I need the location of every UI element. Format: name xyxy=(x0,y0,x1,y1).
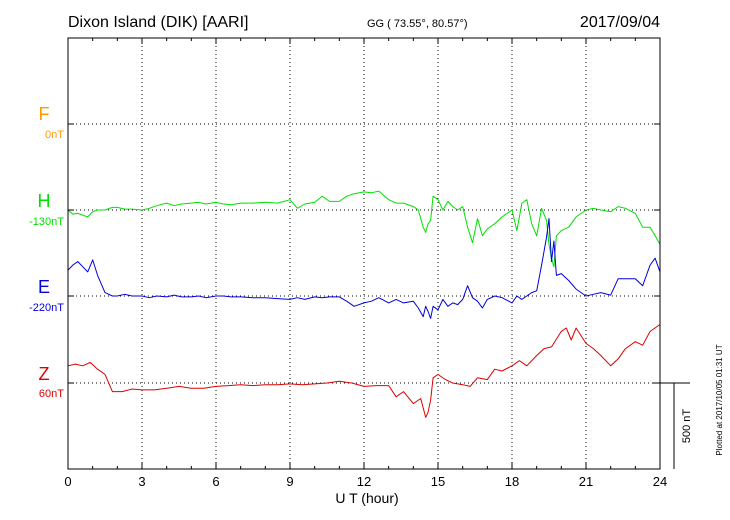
x-tick-label: 24 xyxy=(653,474,667,489)
series-E-label: E xyxy=(38,277,50,297)
x-tick-label: 3 xyxy=(138,474,145,489)
series-E-line xyxy=(67,218,661,319)
plotted-timestamp: Plotted at 2017/10/05 01:31 UT xyxy=(715,344,724,455)
x-axis-label: U T (hour) xyxy=(335,490,398,506)
series-F-baseline: 0nT xyxy=(45,129,64,141)
x-ticks: 0 3 6 9 12 15 18 21 24 xyxy=(64,38,667,489)
x-tick-label: 6 xyxy=(212,474,219,489)
scale-bar-label: 500 nT xyxy=(681,409,693,444)
observation-date: 2017/09/04 xyxy=(580,14,660,31)
x-tick-label: 21 xyxy=(579,474,593,489)
series-traces xyxy=(67,190,661,418)
series-Z-baseline: 60nT xyxy=(39,388,64,400)
series-Z-line xyxy=(67,324,661,418)
x-tick-label: 12 xyxy=(357,474,371,489)
x-tick-label: 15 xyxy=(431,474,445,489)
grid xyxy=(68,38,660,469)
series-H-label: H xyxy=(38,191,51,211)
series-E-baseline: -220nT xyxy=(29,302,64,314)
geographic-coordinates: GG ( 73.55°, 80.57°) xyxy=(367,18,468,30)
series-F-label: F xyxy=(39,104,50,124)
series-H-baseline: -130nT xyxy=(29,216,64,228)
series-Z-label: Z xyxy=(39,364,50,384)
series-labels: F 0nT H -130nT E -220nT Z 60nT xyxy=(29,104,64,400)
scale-bar: 500 nT xyxy=(652,382,693,469)
x-tick-label: 18 xyxy=(505,474,519,489)
station-title: Dixon Island (DIK) [AARI] xyxy=(68,14,249,31)
x-tick-label: 9 xyxy=(286,474,293,489)
x-tick-label: 0 xyxy=(64,474,71,489)
